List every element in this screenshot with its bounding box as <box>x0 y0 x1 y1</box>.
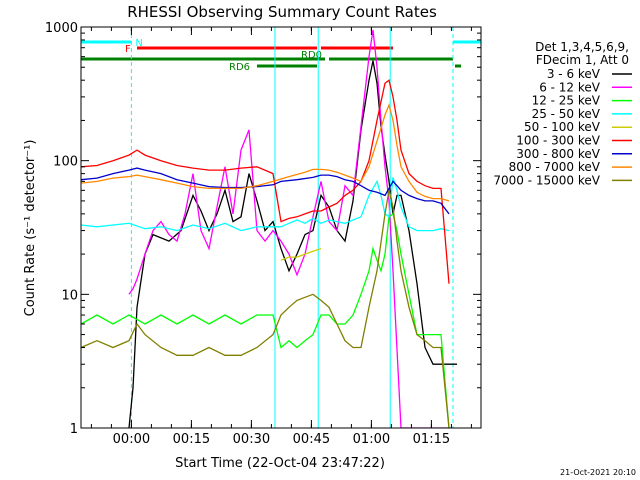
y-tick-label-2: 100 <box>53 155 78 170</box>
series-lines <box>81 29 457 428</box>
series-line-1 <box>128 29 449 428</box>
vertical-lines <box>130 27 454 428</box>
y-tick-label-3: 1000 <box>45 21 78 36</box>
legend-label-5: 100 - 300 keV <box>516 134 600 148</box>
legend-label-8: 7000 - 15000 keV <box>493 173 600 187</box>
flag-label-0: N <box>135 38 142 49</box>
x-tick-label-0: 00:00 <box>113 432 150 447</box>
y-axis-label: Count Rate (s⁻¹ detector⁻¹) <box>23 140 38 317</box>
y-axis: 1 10 100 1000 <box>45 21 481 437</box>
x-axis-label: Start Time (22-Oct-04 23:47:22) <box>175 456 385 471</box>
series-line-3 <box>81 177 450 232</box>
legend-label-1: 6 - 12 keV <box>539 80 601 94</box>
series-line-5 <box>81 79 450 284</box>
plot-frame <box>80 26 482 429</box>
flag-bars: NF RD0 RD6 <box>81 38 481 73</box>
y-tick-label-1: 10 <box>61 288 78 303</box>
x-tick-label-2: 00:30 <box>233 432 270 447</box>
legend-label-2: 12 - 25 keV <box>532 94 601 108</box>
series-line-0 <box>128 60 457 428</box>
y-tick-label-0: 1 <box>70 422 78 437</box>
legend-label-6: 300 - 800 keV <box>516 147 600 161</box>
x-tick-label-1: 00:15 <box>173 432 210 447</box>
x-tick-label-4: 01:00 <box>353 432 390 447</box>
series-line-6 <box>81 167 450 215</box>
series-line-7 <box>81 103 450 202</box>
series-line-8 <box>81 190 450 428</box>
legend-header-1: FDecim 1, Att 0 <box>536 53 629 67</box>
x-axis: 00:00 00:15 00:30 00:45 01:00 01:15 <box>90 27 472 447</box>
legend-label-4: 50 - 100 keV <box>524 120 601 134</box>
series-line-2 <box>81 212 450 428</box>
legend: Det 1,3,4,5,6,9,FDecim 1, Att 03 - 6 keV… <box>493 40 632 187</box>
legend-label-3: 25 - 50 keV <box>532 107 601 121</box>
legend-label-0: 3 - 6 keV <box>547 67 601 81</box>
x-tick-label-5: 01:15 <box>413 432 450 447</box>
flag-label-1: F <box>125 44 131 55</box>
legend-header-0: Det 1,3,4,5,6,9, <box>535 40 629 54</box>
flag-label-3: RD6 <box>229 62 250 73</box>
footer-timestamp: 21-Oct-2021 20:10 <box>560 468 636 477</box>
flag-label-2: RD0 <box>301 50 322 61</box>
chart-title: RHESSI Observing Summary Count Rates <box>127 3 437 21</box>
x-tick-label-3: 00:45 <box>293 432 330 447</box>
legend-label-7: 800 - 7000 keV <box>509 160 601 174</box>
series-line-4 <box>280 247 322 261</box>
